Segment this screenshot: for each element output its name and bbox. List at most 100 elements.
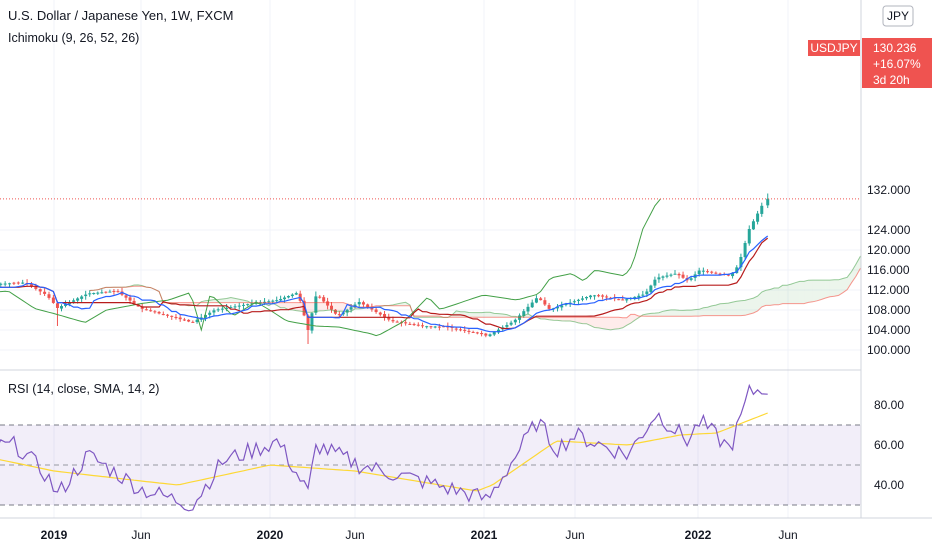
- cloud-segment: [825, 280, 830, 299]
- time-tick: 2020: [257, 528, 284, 542]
- cloud-segment: [765, 289, 771, 306]
- cloud-segment: [218, 299, 223, 303]
- candle-body: [157, 311, 161, 314]
- candle-body: [322, 297, 326, 302]
- candle-body: [509, 322, 513, 325]
- candle-body: [51, 297, 55, 303]
- candle-body: [649, 285, 653, 293]
- candle-body: [665, 275, 669, 277]
- rsi-legend[interactable]: RSI (14, close, SMA, 14, 2): [8, 382, 159, 396]
- candle-body: [756, 213, 760, 222]
- cloud-segment: [570, 317, 575, 322]
- time-tick: 2022: [685, 528, 712, 542]
- candle-body: [92, 293, 96, 294]
- cloud-segment: [230, 297, 236, 303]
- candle-body: [330, 305, 334, 310]
- candle-body: [225, 307, 229, 309]
- candle-body: [454, 328, 458, 330]
- candle-body: [16, 282, 20, 284]
- price-axis[interactable]: 132.000 124.000 120.000 116.000 112.000 108.0…: [867, 183, 911, 357]
- candle-body: [271, 300, 275, 302]
- candle-body: [534, 298, 538, 303]
- candle-body: [496, 329, 500, 333]
- candle-body: [0, 283, 3, 285]
- cloud-segment: [786, 284, 792, 304]
- cloud-segment: [481, 312, 486, 318]
- chikou-span: [0, 198, 661, 337]
- candle-body: [314, 296, 318, 313]
- rsi-pane[interactable]: [0, 383, 861, 512]
- candle-body: [161, 314, 165, 316]
- candles: [0, 193, 770, 344]
- time-axis[interactable]: 2019 Jun 2020 Jun 2021 Jun 2022 Jun: [41, 528, 798, 542]
- candle-body: [560, 305, 564, 308]
- candle-body: [408, 323, 412, 325]
- candle-body: [374, 309, 378, 313]
- candle-body: [306, 315, 310, 330]
- candle-body: [378, 312, 382, 315]
- time-tick: Jun: [131, 528, 150, 542]
- candle-body: [326, 301, 330, 306]
- candle-body: [412, 324, 416, 326]
- candle-body: [38, 289, 42, 292]
- candle-body: [216, 309, 220, 311]
- candle-body: [166, 314, 170, 316]
- cloud-segment: [485, 312, 491, 318]
- currency-button[interactable]: JPY: [882, 5, 914, 27]
- rsi-line: [0, 383, 768, 512]
- price-tick: 124.000: [867, 223, 911, 237]
- cloud-segment: [498, 313, 503, 318]
- rsi-tick: 40.00: [874, 478, 904, 492]
- cloud-segment: [757, 292, 762, 311]
- candle-body: [64, 304, 68, 306]
- price-tick: 132.000: [867, 183, 911, 197]
- kijun-sen: [0, 237, 769, 330]
- cloud-segment: [695, 309, 700, 317]
- cloud-segment: [468, 312, 474, 318]
- cloud-segment: [276, 302, 281, 308]
- candle-body: [589, 295, 593, 298]
- candle-body: [547, 305, 551, 309]
- candle-body: [433, 326, 437, 328]
- cloud-segment: [736, 300, 741, 316]
- candle-body: [383, 314, 387, 318]
- price-tag-value: 130.236: [873, 41, 917, 55]
- candle-body: [204, 315, 207, 318]
- rsi-axis[interactable]: 80.00 60.00 40.00: [874, 398, 904, 492]
- price-pane[interactable]: [0, 193, 879, 345]
- candle-body: [475, 332, 479, 334]
- cloud-segment: [761, 290, 766, 307]
- cloud-segment: [679, 310, 684, 317]
- candle-body: [556, 306, 560, 309]
- cloud-segment: [795, 281, 800, 304]
- indicator-legend[interactable]: Ichimoku (9, 26, 52, 26): [8, 31, 139, 45]
- cloud-segment: [703, 307, 708, 316]
- candle-body: [416, 324, 420, 326]
- candle-body: [182, 319, 186, 321]
- candle-body: [59, 306, 63, 309]
- cloud-segment: [662, 310, 667, 317]
- candle-body: [718, 273, 722, 275]
- cloud-segment: [753, 296, 758, 313]
- cloud-segment: [598, 317, 603, 329]
- cloud-segment: [724, 303, 729, 316]
- cloud-segment: [707, 305, 712, 316]
- candle-body: [43, 291, 47, 294]
- candle-body: [229, 307, 233, 309]
- time-tick: Jun: [778, 528, 797, 542]
- candle-body: [593, 295, 597, 297]
- cloud-segment: [842, 277, 848, 293]
- candle-body: [625, 299, 629, 301]
- cloud-segment: [477, 312, 482, 318]
- rsi-tick: 60.00: [874, 438, 904, 452]
- cloud-segment: [799, 281, 805, 304]
- candle-body: [735, 267, 739, 274]
- candle-body: [294, 293, 298, 295]
- cloud-segment: [687, 310, 692, 317]
- candle-body: [120, 291, 124, 295]
- cloud-segment: [456, 310, 461, 318]
- cloud-segment: [821, 280, 826, 300]
- cloud-segment: [782, 285, 787, 304]
- cloud-segment: [578, 317, 583, 324]
